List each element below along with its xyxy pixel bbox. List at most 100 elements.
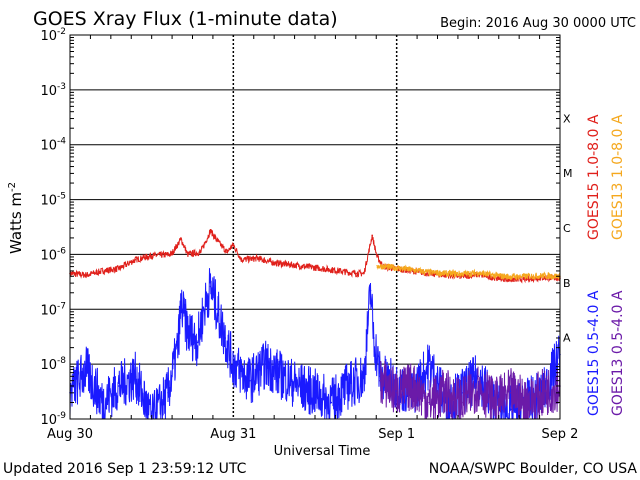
series-point-0 (209, 230, 212, 232)
series-point-3 (461, 401, 463, 404)
series-line-1 (376, 262, 561, 281)
series-point-0 (186, 253, 189, 256)
series-point-2 (428, 363, 431, 365)
updated-timestamp: Updated 2016 Sep 1 23:59:12 UTC (3, 461, 247, 477)
series-point-2 (314, 392, 316, 394)
series-point-2 (373, 337, 375, 339)
series-point-2 (180, 304, 182, 306)
series-point-0 (273, 262, 276, 264)
series-point-3 (542, 392, 545, 394)
flare-class-label: B (563, 277, 571, 290)
series-point-2 (224, 337, 226, 339)
series-point-1 (428, 271, 431, 274)
series-point-3 (395, 392, 398, 394)
y-tick-label: 10-6 (40, 246, 66, 263)
series-point-3 (379, 379, 382, 382)
series-point-2 (167, 392, 169, 394)
series-point-1 (510, 276, 512, 278)
series-point-3 (428, 401, 431, 404)
series-point-3 (444, 392, 447, 394)
series-point-0 (363, 272, 365, 275)
x-tick-label: Sep 1 (378, 427, 415, 442)
series-point-0 (226, 251, 228, 253)
x-axis-label: Universal Time (274, 444, 371, 459)
series-point-1 (376, 265, 378, 267)
series-point-0 (289, 263, 292, 266)
series-point-3 (526, 401, 529, 404)
series-point-1 (477, 272, 480, 274)
y-tick-label: 10-7 (40, 301, 66, 318)
series-point-0 (232, 244, 235, 246)
series-point-2 (248, 379, 251, 382)
y-tick-label: 10-2 (40, 27, 66, 44)
series-point-2 (363, 375, 365, 378)
flare-class-label: X (563, 112, 571, 125)
series-layer (69, 228, 561, 420)
series-point-2 (203, 308, 205, 311)
series-point-1 (542, 274, 545, 277)
series-point-0 (199, 251, 202, 253)
series-point-0 (338, 270, 341, 272)
y-tick-label: 10-3 (40, 82, 66, 99)
series-point-2 (510, 408, 512, 411)
x-tick-label: Aug 30 (47, 427, 93, 442)
series-point-1 (395, 267, 398, 269)
flare-class-label: C (563, 222, 571, 235)
legend-goes13-long: GOES13 1.0-8.0 A (610, 114, 626, 240)
y-tick-label: 10-5 (40, 192, 66, 209)
y-axis-label: Watts m-2 (7, 182, 25, 254)
series-point-2 (186, 330, 189, 332)
series-point-2 (265, 363, 267, 365)
plot-axes: 10-9 10-8 10-7 10-6 10-5 10-4 10-3 10-2 Aug 30 Au… (40, 27, 578, 442)
series-point-1 (412, 269, 414, 271)
begin-label: Begin: 2016 Aug 30 0000 UTC (440, 16, 636, 31)
series-point-2 (297, 385, 300, 387)
series-point-0 (150, 254, 153, 257)
series-point-2 (209, 285, 212, 288)
series-point-2 (177, 346, 179, 349)
series-point-3 (493, 401, 496, 404)
series-point-0 (355, 272, 357, 275)
series-point-2 (369, 289, 372, 292)
series-point-2 (134, 375, 137, 378)
series-point-2 (346, 385, 349, 387)
legend-goes15-short: GOES15 0.5-4.0 A (586, 290, 602, 416)
series-point-2 (85, 368, 88, 371)
plot-frame (69, 34, 561, 420)
y-tick-label: 10-4 (40, 137, 66, 154)
series-point-2 (196, 341, 199, 344)
flare-class-label: A (563, 332, 571, 345)
series-point-2 (281, 375, 284, 378)
series-point-2 (216, 308, 218, 311)
noaa-credit: NOAA/SWPC Boulder, CO USA (429, 461, 638, 477)
series-point-3 (510, 392, 512, 394)
series-point-0 (376, 256, 378, 258)
series-point-0 (180, 238, 182, 240)
series-point-1 (526, 275, 529, 278)
series-point-0 (134, 258, 137, 261)
series-point-0 (240, 258, 243, 261)
series-point-2 (118, 385, 120, 387)
x-tick-label: Aug 31 (210, 427, 256, 442)
series-point-2 (232, 363, 235, 365)
plot-grid (70, 35, 560, 419)
series-point-0 (322, 267, 325, 270)
series-point-2 (101, 401, 104, 404)
series-point-2 (330, 401, 333, 404)
series-point-3 (477, 385, 480, 387)
legend-goes15-long: GOES15 1.0-8.0 A (586, 114, 602, 240)
series-line-3 (379, 360, 561, 420)
series-point-0 (306, 265, 308, 268)
series-point-3 (412, 385, 414, 387)
flare-class-label: M (563, 167, 573, 180)
series-point-0 (216, 239, 218, 242)
series-point-0 (85, 274, 88, 276)
chart-title: GOES Xray Flux (1-minute data) (33, 8, 338, 30)
y-tick-label: 10-9 (40, 411, 66, 428)
series-point-0 (101, 270, 104, 272)
legend-goes13-short: GOES13 0.5-4.0 A (610, 290, 626, 416)
y-tick-label: 10-8 (40, 356, 66, 373)
series-point-1 (493, 274, 496, 277)
series-point-0 (257, 257, 259, 260)
